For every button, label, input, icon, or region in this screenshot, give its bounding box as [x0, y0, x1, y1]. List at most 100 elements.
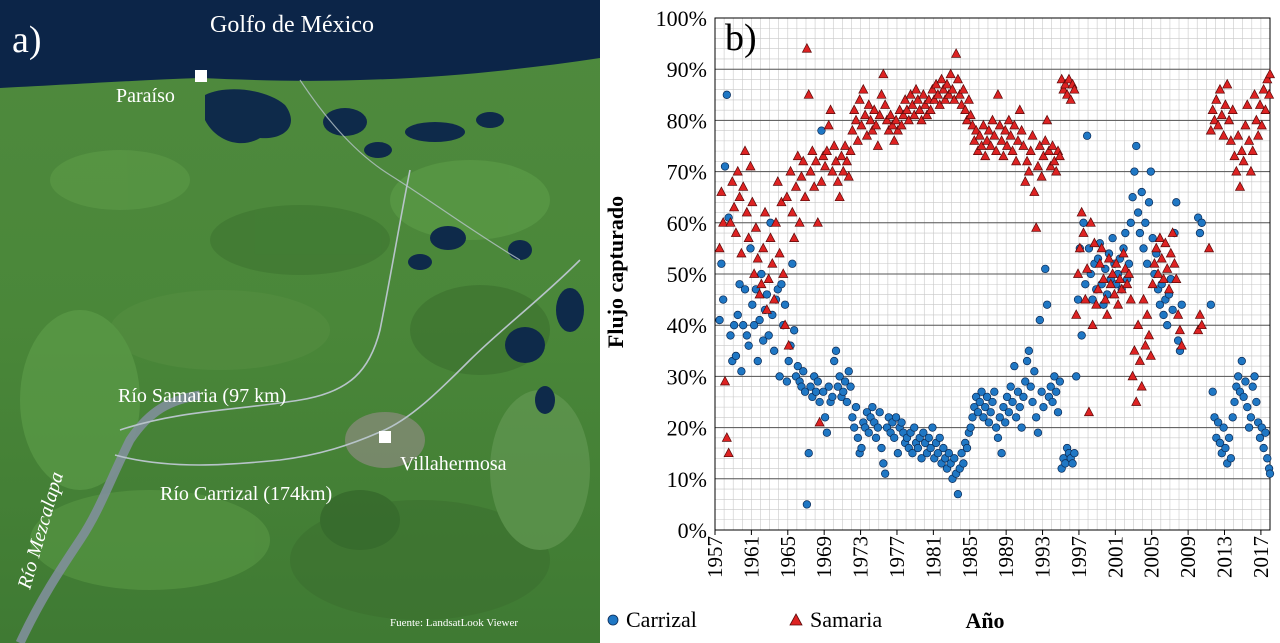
- carrizal-point: [735, 280, 744, 289]
- samaria-point: [1031, 222, 1042, 232]
- carrizal-point: [1017, 423, 1026, 432]
- carrizal-point: [851, 402, 861, 412]
- samaria-point: [1089, 237, 1100, 248]
- samaria-point: [1001, 140, 1013, 150]
- samaria-point: [761, 304, 772, 314]
- carrizal-point: [815, 397, 824, 407]
- samaria-point: [834, 191, 845, 202]
- samaria-point: [934, 99, 945, 109]
- samaria-point: [794, 217, 805, 227]
- samaria-point: [736, 247, 747, 258]
- samaria-point: [920, 99, 931, 109]
- samaria-point: [1247, 145, 1258, 155]
- carrizal-point: [813, 377, 822, 386]
- carrizal-point: [1019, 392, 1028, 402]
- samaria-point: [901, 104, 913, 115]
- carrizal-point: [1024, 346, 1034, 355]
- samaria-point: [958, 83, 969, 94]
- samaria-point: [1058, 83, 1069, 94]
- samaria-point: [1153, 268, 1164, 278]
- carrizal-point: [1259, 443, 1268, 453]
- source-credit: Fuente: LandsatLook Viewer: [390, 617, 518, 629]
- samaria-point: [838, 165, 849, 176]
- carrizal-point: [919, 428, 928, 437]
- samaria-point: [1238, 155, 1249, 166]
- carrizal-point: [990, 387, 999, 396]
- y-tick-label: 20%: [667, 416, 707, 441]
- samaria-point: [974, 130, 985, 140]
- samaria-point: [1087, 319, 1098, 330]
- samaria-point: [921, 109, 933, 120]
- carrizal-point: [857, 443, 866, 453]
- samaria-point: [1036, 170, 1047, 181]
- carrizal-point: [1172, 198, 1181, 207]
- carrizal-point: [871, 433, 881, 442]
- samaria-point: [840, 140, 851, 150]
- samaria-point: [1171, 273, 1182, 283]
- samaria-point: [1021, 155, 1033, 166]
- samaria-point: [1251, 114, 1262, 125]
- samaria-point: [1203, 242, 1215, 253]
- samaria-point: [918, 89, 929, 99]
- carrizal-point: [731, 351, 741, 361]
- y-tick-label: 50%: [667, 262, 707, 287]
- legend-marker-samaria: [789, 613, 803, 626]
- carrizal-point: [977, 387, 986, 396]
- samaria-point: [1071, 309, 1082, 319]
- samaria-river: [119, 169, 411, 431]
- legend-label-samaria: Samaria: [810, 607, 882, 632]
- samaria-point: [847, 124, 858, 135]
- samaria-point: [727, 176, 738, 186]
- samaria-point: [1062, 89, 1073, 99]
- carrizal-point: [757, 269, 766, 279]
- samaria-point: [971, 124, 982, 135]
- samaria-point: [730, 227, 742, 237]
- series-carrizal: [715, 90, 1275, 509]
- carrizal-point: [1135, 228, 1145, 238]
- carrizal-point: [1032, 413, 1041, 422]
- samaria-point: [945, 68, 956, 79]
- carrizal-point: [762, 290, 772, 299]
- samaria-point: [1196, 319, 1207, 330]
- x-tick-label: 1989: [994, 536, 1018, 578]
- samaria-point: [900, 94, 911, 104]
- carrizal-point: [748, 300, 757, 309]
- carrizal-point: [1146, 167, 1155, 176]
- carrizal-point: [759, 336, 768, 345]
- samaria-point: [965, 109, 976, 120]
- carrizal-point: [1208, 387, 1217, 396]
- samaria-point: [1056, 73, 1067, 84]
- carrizal-point: [893, 449, 903, 458]
- samaria-point: [1042, 114, 1053, 125]
- carrizal-point: [1001, 418, 1010, 427]
- y-tick-label: 0%: [678, 518, 707, 543]
- samaria-point: [1225, 135, 1236, 145]
- carrizal-point: [1155, 300, 1165, 309]
- samaria-point: [1096, 242, 1107, 253]
- samaria-point: [1222, 78, 1233, 89]
- satellite-map: a) Golfo de México Paraíso Río Samaria (…: [0, 0, 600, 643]
- carrizal-point: [739, 321, 748, 330]
- carrizal-point: [1082, 131, 1092, 140]
- samaria-point: [849, 104, 860, 115]
- samaria-point: [754, 288, 765, 299]
- samaria-point: [1205, 124, 1216, 135]
- samaria-point: [1069, 83, 1080, 94]
- samaria-point: [1264, 89, 1275, 99]
- carrizal-point: [1137, 187, 1146, 197]
- samaria-point: [739, 145, 751, 155]
- samaria-point: [1127, 370, 1138, 381]
- samaria-point: [1162, 263, 1173, 273]
- samaria-point: [1234, 181, 1246, 191]
- samaria-point: [1140, 339, 1151, 350]
- samaria-point: [947, 83, 958, 94]
- samaria-point: [1131, 396, 1142, 406]
- samaria-point: [954, 89, 965, 99]
- samaria-point: [1174, 324, 1186, 335]
- samaria-point: [1020, 176, 1031, 186]
- carrizal-point: [842, 397, 852, 407]
- samaria-point: [1154, 232, 1165, 243]
- samaria-point: [1211, 94, 1222, 104]
- carrizal-point: [1046, 382, 1055, 391]
- samaria-point: [1116, 283, 1127, 294]
